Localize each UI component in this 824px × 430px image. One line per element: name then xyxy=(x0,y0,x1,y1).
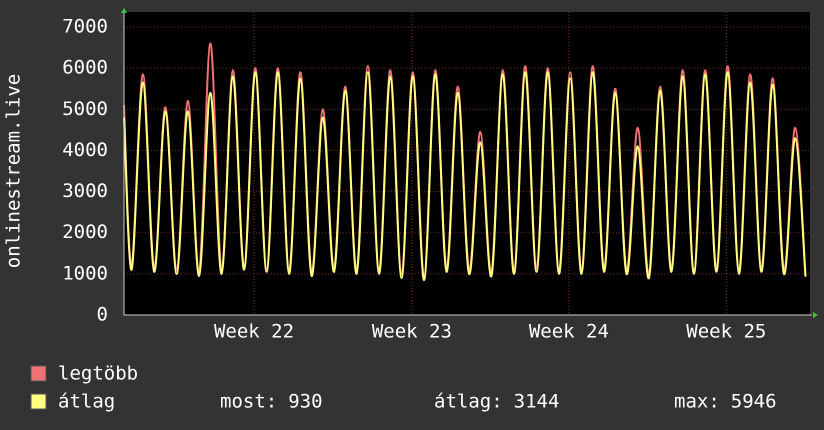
legend-swatch xyxy=(30,365,47,382)
legend-swatch xyxy=(30,393,47,410)
axis-arrow xyxy=(121,8,127,13)
y-tick-label: 7000 xyxy=(62,16,108,38)
y-tick-label: 3000 xyxy=(62,180,108,202)
series-line xyxy=(123,71,807,282)
x-tick-label: Week 22 xyxy=(214,321,294,343)
stat-value: 5946 xyxy=(731,391,777,413)
x-tick-label: Week 24 xyxy=(529,321,609,343)
legend-label: átlag xyxy=(58,391,115,413)
y-tick-label: 6000 xyxy=(62,57,108,79)
stat-label: átlag: xyxy=(434,391,503,413)
stat-value: 3144 xyxy=(514,391,560,413)
axis-arrow xyxy=(813,312,818,318)
y-tick-label: 2000 xyxy=(62,221,108,243)
stat-label: max: xyxy=(674,391,720,413)
x-tick-label: Week 25 xyxy=(686,321,766,343)
y-tick-label: 4000 xyxy=(62,139,108,161)
x-tick-label: Week 23 xyxy=(372,321,452,343)
y-axis-label: onlinestream.live xyxy=(3,74,25,268)
y-tick-label: 0 xyxy=(97,304,108,326)
stat-value: 930 xyxy=(288,391,322,413)
stat-label: most: xyxy=(220,391,277,413)
legend-label: legtöbb xyxy=(58,363,138,385)
y-tick-label: 5000 xyxy=(62,98,108,120)
y-tick-label: 1000 xyxy=(62,262,108,284)
